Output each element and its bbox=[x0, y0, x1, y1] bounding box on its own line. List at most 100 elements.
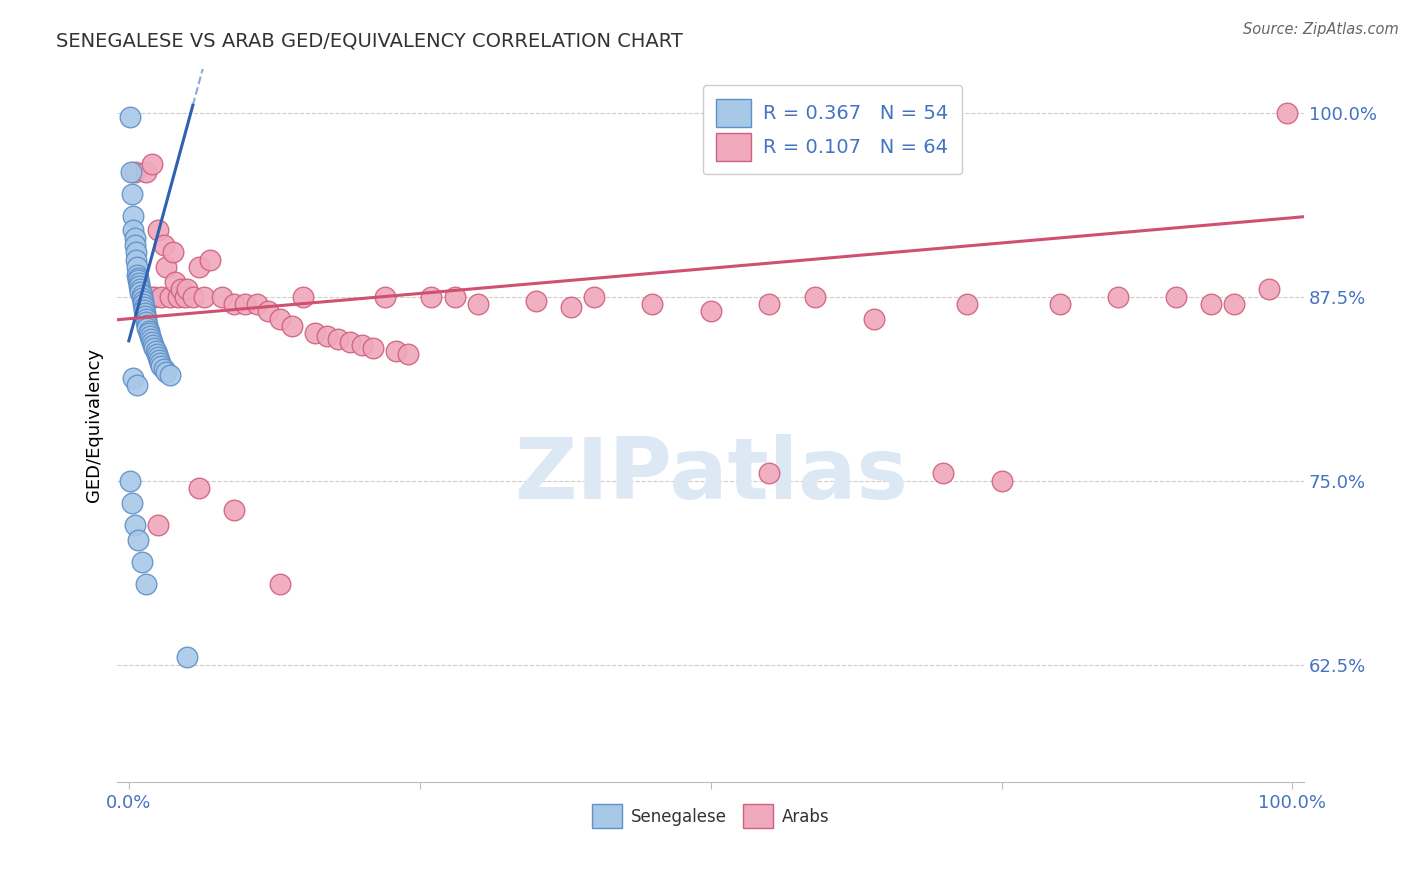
Point bbox=[135, 315, 157, 329]
Point bbox=[396, 347, 419, 361]
Point bbox=[374, 290, 396, 304]
Point bbox=[145, 344, 167, 359]
Point bbox=[135, 576, 157, 591]
Point bbox=[1107, 290, 1129, 304]
Point bbox=[166, 290, 188, 304]
Point bbox=[1258, 282, 1281, 296]
Point bbox=[699, 304, 721, 318]
Point bbox=[339, 335, 361, 350]
Point bbox=[125, 260, 148, 275]
Legend: Senegalese, Arabs: Senegalese, Arabs bbox=[585, 797, 835, 835]
Point bbox=[1164, 290, 1187, 304]
Point bbox=[132, 294, 155, 309]
Point bbox=[118, 110, 141, 124]
Point bbox=[122, 223, 145, 237]
Point bbox=[132, 300, 155, 314]
Point bbox=[269, 576, 291, 591]
Point bbox=[173, 290, 195, 304]
Point bbox=[159, 290, 181, 304]
Point bbox=[149, 356, 172, 370]
Point bbox=[148, 353, 170, 368]
Point bbox=[139, 290, 162, 304]
Point bbox=[583, 290, 606, 304]
Point bbox=[142, 338, 165, 352]
Point bbox=[131, 288, 153, 302]
Point bbox=[1275, 105, 1298, 120]
Text: SENEGALESE VS ARAB GED/EQUIVALENCY CORRELATION CHART: SENEGALESE VS ARAB GED/EQUIVALENCY CORRE… bbox=[56, 31, 683, 50]
Point bbox=[280, 319, 302, 334]
Point bbox=[128, 279, 150, 293]
Point bbox=[122, 209, 145, 223]
Point bbox=[152, 361, 174, 376]
Point bbox=[292, 290, 315, 304]
Point bbox=[150, 359, 173, 373]
Point bbox=[932, 467, 955, 481]
Y-axis label: GED/Equivalency: GED/Equivalency bbox=[86, 349, 103, 502]
Point bbox=[385, 344, 408, 359]
Point bbox=[193, 290, 215, 304]
Point bbox=[135, 311, 157, 326]
Point bbox=[120, 164, 142, 178]
Text: Source: ZipAtlas.com: Source: ZipAtlas.com bbox=[1243, 22, 1399, 37]
Point bbox=[135, 164, 157, 178]
Point bbox=[257, 304, 280, 318]
Point bbox=[146, 517, 169, 532]
Point bbox=[152, 238, 174, 252]
Point bbox=[143, 290, 166, 304]
Point bbox=[132, 297, 155, 311]
Point bbox=[467, 297, 489, 311]
Point bbox=[124, 231, 146, 245]
Point bbox=[124, 164, 146, 178]
Point bbox=[328, 332, 350, 346]
Point bbox=[315, 329, 337, 343]
Point bbox=[990, 474, 1012, 488]
Point bbox=[141, 157, 163, 171]
Point bbox=[143, 341, 166, 355]
Point bbox=[129, 282, 152, 296]
Point bbox=[134, 309, 156, 323]
Point bbox=[138, 324, 160, 338]
Point bbox=[136, 320, 159, 334]
Point bbox=[170, 282, 193, 296]
Point bbox=[862, 311, 884, 326]
Point bbox=[129, 285, 152, 300]
Point bbox=[162, 245, 184, 260]
Point bbox=[443, 290, 465, 304]
Point bbox=[155, 260, 177, 275]
Point bbox=[131, 555, 153, 569]
Point bbox=[361, 341, 384, 355]
Point bbox=[176, 282, 198, 296]
Point bbox=[200, 252, 222, 267]
Text: ZIPatlas: ZIPatlas bbox=[513, 434, 907, 516]
Point bbox=[641, 297, 664, 311]
Point bbox=[1199, 297, 1222, 311]
Point bbox=[131, 291, 153, 305]
Point bbox=[176, 650, 198, 665]
Point bbox=[1049, 297, 1071, 311]
Point bbox=[524, 294, 547, 309]
Point bbox=[1223, 297, 1246, 311]
Point bbox=[145, 347, 167, 361]
Point bbox=[304, 326, 326, 341]
Point bbox=[129, 282, 152, 296]
Point bbox=[350, 338, 373, 352]
Point bbox=[134, 306, 156, 320]
Point bbox=[132, 302, 155, 317]
Point bbox=[233, 297, 256, 311]
Point bbox=[560, 300, 582, 314]
Point bbox=[136, 318, 159, 332]
Point bbox=[187, 260, 209, 275]
Point bbox=[159, 368, 181, 382]
Point bbox=[758, 297, 780, 311]
Point bbox=[420, 290, 443, 304]
Point bbox=[118, 474, 141, 488]
Point bbox=[956, 297, 979, 311]
Point bbox=[146, 223, 169, 237]
Point bbox=[246, 297, 269, 311]
Point bbox=[139, 329, 162, 343]
Point bbox=[122, 370, 145, 384]
Point bbox=[127, 270, 149, 285]
Point bbox=[211, 290, 233, 304]
Point bbox=[155, 365, 177, 379]
Point bbox=[139, 332, 162, 346]
